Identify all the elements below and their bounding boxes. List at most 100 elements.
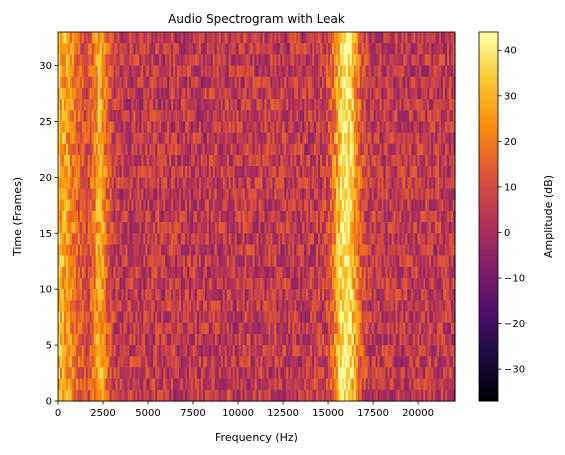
heatmap-cell bbox=[383, 244, 387, 257]
heatmap-cell bbox=[230, 76, 234, 89]
heatmap-cell bbox=[248, 155, 252, 167]
heatmap-cell bbox=[191, 300, 194, 313]
heatmap-cell bbox=[185, 222, 188, 234]
heatmap-cell bbox=[153, 32, 156, 44]
heatmap-cell bbox=[214, 155, 218, 167]
heatmap-cell bbox=[379, 266, 383, 279]
heatmap-cell bbox=[323, 255, 327, 268]
heatmap-cell bbox=[228, 266, 232, 279]
heatmap-cell bbox=[244, 244, 248, 257]
heatmap-cell bbox=[240, 121, 244, 134]
heatmap-cell bbox=[282, 166, 285, 178]
heatmap-cell bbox=[234, 166, 238, 178]
heatmap-cell bbox=[107, 199, 111, 212]
heatmap-cell bbox=[413, 121, 416, 134]
heatmap-cell bbox=[79, 76, 83, 89]
heatmap-cell bbox=[397, 255, 401, 268]
heatmap-cell bbox=[308, 87, 311, 100]
heatmap-cell bbox=[177, 121, 180, 134]
heatmap-cell bbox=[236, 233, 240, 246]
heatmap-cell bbox=[135, 132, 138, 145]
heatmap-cell bbox=[157, 143, 160, 156]
heatmap-cell bbox=[395, 300, 399, 313]
heatmap-cell bbox=[165, 289, 168, 301]
heatmap-cell bbox=[449, 155, 452, 167]
heatmap-cell bbox=[383, 54, 387, 67]
heatmap-cell bbox=[194, 87, 198, 100]
heatmap-cell bbox=[413, 54, 416, 67]
heatmap-cell bbox=[327, 289, 331, 301]
heatmap-cell bbox=[89, 155, 93, 167]
heatmap-cell bbox=[155, 266, 158, 279]
heatmap-cell bbox=[151, 99, 154, 111]
heatmap-cell bbox=[322, 278, 325, 290]
heatmap-cell bbox=[359, 278, 363, 290]
heatmap-cell bbox=[67, 155, 71, 167]
heatmap-cell bbox=[266, 87, 270, 100]
heatmap-cell bbox=[343, 32, 347, 44]
heatmap-cell bbox=[165, 76, 168, 89]
heatmap-cell bbox=[304, 43, 307, 55]
heatmap-cell bbox=[185, 155, 188, 167]
heatmap-cell bbox=[429, 266, 432, 279]
heatmap-cell bbox=[447, 54, 450, 67]
heatmap-cell bbox=[216, 143, 220, 156]
heatmap-cell bbox=[381, 132, 385, 145]
heatmap-cell bbox=[153, 278, 156, 290]
heatmap-cell bbox=[189, 132, 192, 145]
heatmap-cell bbox=[177, 278, 180, 290]
heatmap-cell bbox=[343, 210, 347, 223]
heatmap-cell bbox=[212, 110, 216, 123]
heatmap-cell bbox=[117, 255, 121, 268]
heatmap-cell bbox=[228, 143, 232, 156]
heatmap-cell bbox=[310, 110, 313, 123]
heatmap-cell bbox=[91, 32, 95, 44]
heatmap-cell bbox=[339, 244, 343, 257]
heatmap-cell bbox=[308, 289, 311, 301]
heatmap-cell bbox=[329, 99, 333, 111]
heatmap-cell bbox=[200, 210, 204, 223]
heatmap-cell bbox=[308, 143, 311, 156]
heatmap-cell bbox=[453, 289, 456, 301]
heatmap-cell bbox=[167, 76, 170, 89]
heatmap-cell bbox=[325, 166, 329, 178]
heatmap-cell bbox=[421, 132, 424, 145]
heatmap-cell bbox=[298, 210, 301, 223]
heatmap-cell bbox=[343, 155, 347, 167]
heatmap-cell bbox=[103, 65, 107, 78]
heatmap-cell bbox=[397, 110, 401, 123]
heatmap-cell bbox=[58, 255, 61, 268]
heatmap-cell bbox=[292, 76, 295, 89]
heatmap-cell bbox=[316, 244, 319, 257]
heatmap-cell bbox=[413, 87, 416, 100]
heatmap-cell bbox=[337, 143, 341, 156]
heatmap-cell bbox=[246, 87, 250, 100]
heatmap-cell bbox=[141, 188, 144, 201]
heatmap-cell bbox=[337, 32, 341, 44]
heatmap-cell bbox=[312, 43, 315, 55]
heatmap-cell bbox=[240, 278, 244, 290]
heatmap-cell bbox=[310, 143, 313, 156]
heatmap-cell bbox=[397, 121, 401, 134]
heatmap-cell bbox=[151, 222, 154, 234]
heatmap-cell bbox=[204, 188, 208, 201]
heatmap-cell bbox=[349, 166, 353, 178]
heatmap-cell bbox=[445, 110, 448, 123]
heatmap-cell bbox=[363, 87, 367, 100]
heatmap-cell bbox=[443, 166, 446, 178]
heatmap-cell bbox=[67, 266, 71, 279]
heatmap-cell bbox=[169, 155, 172, 167]
heatmap-cell bbox=[137, 132, 140, 145]
heatmap-cell bbox=[234, 99, 238, 111]
heatmap-cell bbox=[381, 43, 385, 55]
heatmap-cell bbox=[214, 177, 218, 190]
heatmap-cell bbox=[325, 199, 329, 212]
heatmap-cell bbox=[220, 87, 224, 100]
heatmap-cell bbox=[218, 199, 222, 212]
heatmap-cell bbox=[113, 43, 117, 55]
heatmap-cell bbox=[427, 43, 430, 55]
heatmap-cell bbox=[123, 300, 127, 313]
heatmap-cell bbox=[375, 222, 379, 234]
heatmap-cell bbox=[238, 32, 242, 44]
heatmap-cell bbox=[75, 222, 79, 234]
